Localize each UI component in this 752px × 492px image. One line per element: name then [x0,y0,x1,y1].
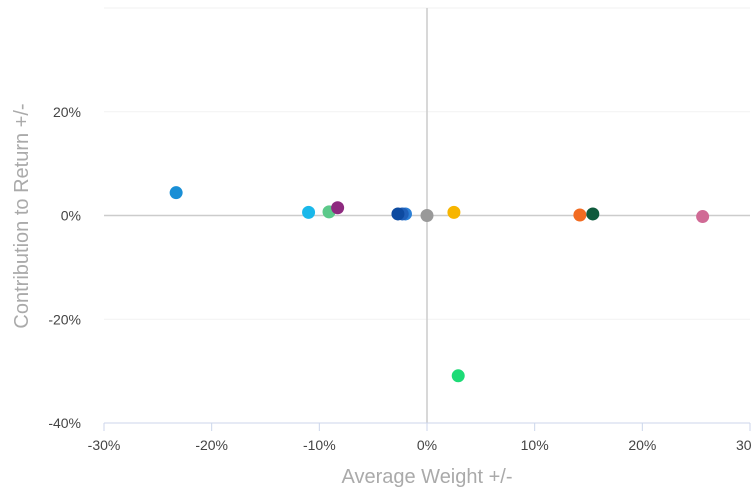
x-tick-label: 10% [521,437,549,453]
x-tick-label: -30% [88,437,121,453]
scatter-point[interactable] [331,201,345,215]
y-tick-label: -20% [48,311,81,327]
y-tick-label: 20% [53,104,81,120]
x-tick-label: -20% [195,437,228,453]
scatter-point[interactable] [302,205,316,219]
scatter-point[interactable] [391,207,405,221]
scatter-point[interactable] [696,210,710,224]
y-tick-label: 0% [61,208,81,224]
y-axis-title: Contribution to Return +/- [11,103,33,328]
x-tick-label: -10% [303,437,336,453]
tick-labels: -30% -20% -10% 0% 10% 20% 30% -40% -20% 0% 20% [48,104,752,453]
y-tick-label: -40% [48,415,81,431]
scatter-point[interactable] [451,369,465,383]
scatter-point[interactable] [420,209,434,222]
scatter-point[interactable] [169,186,183,200]
x-tick-label: 20% [628,437,656,453]
scatter-point[interactable] [447,205,461,219]
x-axis-title: Average Weight +/- [341,466,512,488]
scatter-point[interactable] [586,207,600,221]
x-tick-label: 30% [736,437,752,453]
x-tick-label: 0% [417,437,437,453]
scatter-point[interactable] [573,208,587,222]
points-layer [169,186,710,383]
